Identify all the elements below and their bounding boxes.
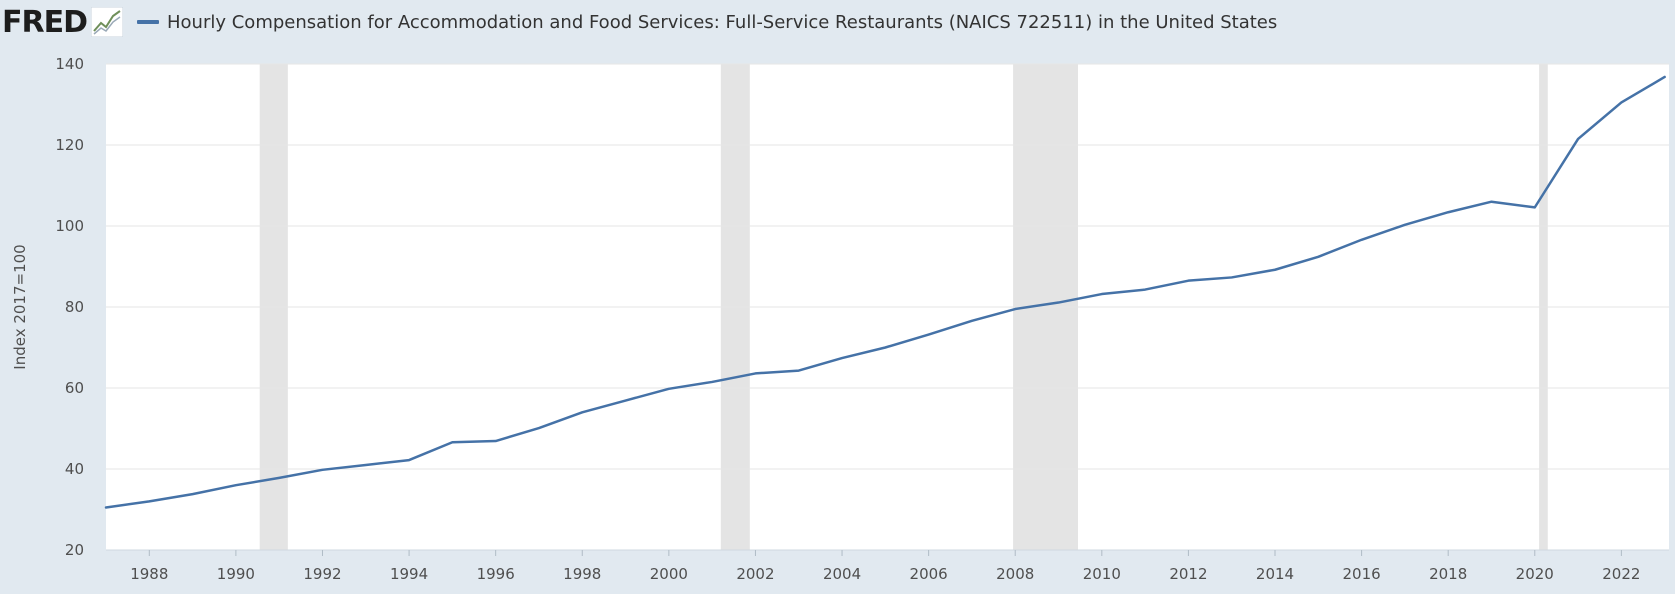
y-tick-label: 80 — [65, 298, 84, 316]
data-point[interactable] — [1272, 267, 1278, 273]
x-tick-label: 1992 — [303, 565, 341, 583]
data-point[interactable] — [882, 345, 888, 351]
x-tick-label: 2022 — [1602, 565, 1640, 583]
data-point[interactable] — [319, 467, 325, 473]
data-point[interactable] — [623, 398, 629, 404]
data-point[interactable] — [493, 438, 499, 444]
x-axis-ticks: 1988 1990 1992 1994 1996 1998 2000 2002 2004 2006… — [106, 549, 1669, 583]
x-tick-label: 2018 — [1429, 565, 1467, 583]
x-tick-label: 1988 — [130, 565, 168, 583]
data-point[interactable] — [1618, 99, 1624, 105]
data-point[interactable] — [1056, 300, 1062, 306]
x-tick-label: 2002 — [736, 565, 774, 583]
x-tick-label: 2014 — [1256, 565, 1294, 583]
data-point[interactable] — [926, 332, 932, 338]
chart-title: Hourly Compensation for Accommodation an… — [167, 11, 1278, 33]
data-point[interactable] — [449, 439, 455, 445]
data-point[interactable] — [536, 425, 542, 431]
data-point[interactable] — [1099, 291, 1105, 297]
y-tick-label: 120 — [55, 136, 84, 154]
data-point[interactable] — [1488, 199, 1494, 205]
data-point[interactable] — [363, 462, 369, 468]
y-axis-ticks: 20 40 60 80 100 120 140 — [55, 55, 84, 559]
y-tick-label: 20 — [65, 541, 84, 559]
data-point[interactable] — [1402, 222, 1408, 228]
data-point[interactable] — [1445, 209, 1451, 215]
data-point[interactable] — [1662, 74, 1668, 80]
data-point[interactable] — [1315, 254, 1321, 260]
x-tick-label: 1998 — [563, 565, 601, 583]
series-layer — [103, 74, 1668, 510]
fred-logo[interactable]: FRED — [2, 4, 88, 40]
x-tick-label: 2000 — [650, 565, 688, 583]
trend-line-icon — [91, 7, 123, 37]
data-point[interactable] — [666, 386, 672, 392]
y-axis-label: Index 2017=100 — [11, 244, 29, 369]
x-tick-label: 2006 — [910, 565, 948, 583]
x-tick-label: 2008 — [996, 565, 1034, 583]
data-point[interactable] — [1012, 306, 1018, 312]
data-point[interactable] — [839, 355, 845, 361]
data-point[interactable] — [276, 475, 282, 481]
data-point[interactable] — [1229, 274, 1235, 280]
y-tick-label: 100 — [55, 217, 84, 235]
gridlines — [106, 63, 1669, 470]
x-tick-label: 1990 — [217, 565, 255, 583]
data-point[interactable] — [406, 457, 412, 463]
y-tick-label: 140 — [55, 55, 84, 73]
y-tick-label: 60 — [65, 379, 84, 397]
x-tick-label: 2020 — [1516, 565, 1554, 583]
data-point[interactable] — [146, 498, 152, 504]
data-point[interactable] — [103, 504, 109, 510]
series-line[interactable] — [104, 75, 1666, 509]
x-tick-label: 2012 — [1169, 565, 1207, 583]
data-point[interactable] — [1185, 278, 1191, 284]
x-tick-label: 1996 — [477, 565, 515, 583]
data-point[interactable] — [579, 409, 585, 415]
data-point[interactable] — [1359, 237, 1365, 243]
legend-series-swatch[interactable] — [137, 20, 159, 24]
x-tick-label: 2010 — [1083, 565, 1121, 583]
data-point[interactable] — [190, 491, 196, 497]
y-tick-label: 40 — [65, 460, 84, 478]
data-point[interactable] — [709, 379, 715, 385]
data-point[interactable] — [1575, 136, 1581, 142]
data-point[interactable] — [796, 368, 802, 374]
data-point[interactable] — [969, 318, 975, 324]
x-tick-label: 1994 — [390, 565, 428, 583]
x-tick-label: 2016 — [1343, 565, 1381, 583]
data-point[interactable] — [233, 482, 239, 488]
data-point[interactable] — [752, 370, 758, 376]
data-point[interactable] — [1142, 287, 1148, 293]
chart-header: FRED Hourly Compensation for Accommodati… — [0, 0, 1675, 44]
x-tick-label: 2004 — [823, 565, 861, 583]
data-point[interactable] — [1532, 204, 1538, 210]
